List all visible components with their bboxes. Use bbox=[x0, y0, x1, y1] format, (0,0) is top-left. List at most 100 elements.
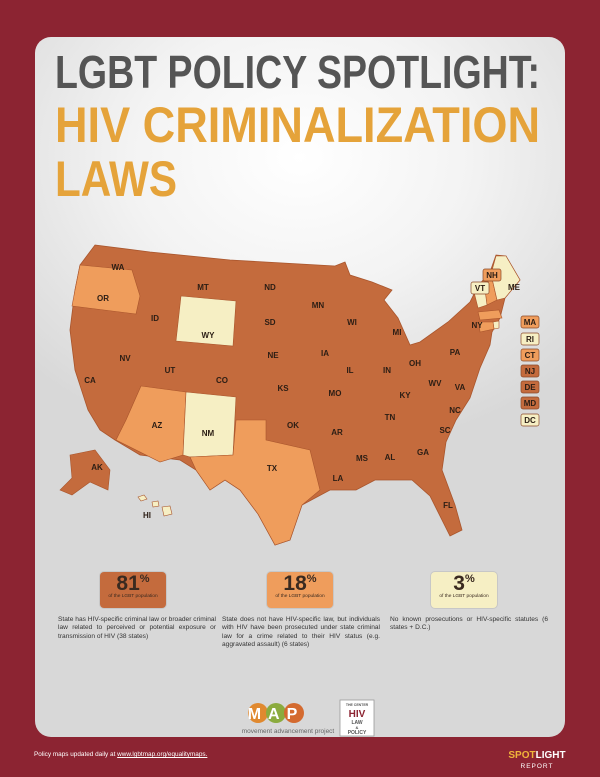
state-label: NV bbox=[119, 354, 131, 363]
state-shape bbox=[477, 309, 503, 321]
state-label: IN bbox=[383, 366, 391, 375]
state-label: PA bbox=[450, 348, 461, 357]
legend-number: 18 bbox=[283, 572, 307, 595]
legend-sign: % bbox=[306, 573, 317, 585]
state-label: OR bbox=[97, 294, 109, 303]
logo-circle bbox=[248, 703, 268, 723]
center-logo-line: LAW bbox=[351, 720, 362, 726]
badge-light: LIGHT bbox=[536, 750, 566, 761]
legend-figure: 18% bbox=[267, 572, 333, 596]
legend-description: State does not have HIV-specific law, bu… bbox=[222, 616, 380, 649]
state-label: HI bbox=[143, 511, 151, 520]
title-line: LAWS bbox=[55, 151, 177, 207]
state-label: ME bbox=[508, 283, 521, 292]
badge-title: SPOTLIGHT bbox=[508, 750, 565, 761]
state-label: IA bbox=[321, 349, 329, 358]
state-label: CT bbox=[525, 351, 536, 360]
center-logo-line: HIV bbox=[349, 709, 366, 720]
state-label: UT bbox=[165, 366, 176, 375]
state-box bbox=[520, 364, 540, 378]
state-label: NE bbox=[267, 351, 279, 360]
state-label: NM bbox=[202, 429, 215, 438]
center-logo-line: POLICY bbox=[348, 730, 367, 736]
state-label: RI bbox=[526, 335, 534, 344]
state-label: CA bbox=[84, 376, 96, 385]
state-label: TX bbox=[267, 464, 278, 473]
legend-sign: % bbox=[139, 573, 150, 585]
state-label: IL bbox=[346, 366, 353, 375]
state-label: MO bbox=[329, 389, 342, 398]
state-label: WI bbox=[347, 318, 357, 327]
state-box bbox=[520, 348, 540, 362]
state-box bbox=[520, 380, 540, 394]
state-label: NJ bbox=[525, 367, 535, 376]
state-label: OK bbox=[287, 421, 299, 430]
legend-number: 81 bbox=[116, 572, 140, 595]
footer-link[interactable]: www.lgbtmap.org/equalitymaps. bbox=[117, 751, 208, 758]
state-shape bbox=[182, 391, 237, 458]
state-label: OH bbox=[409, 359, 421, 368]
state-label: MA bbox=[524, 318, 537, 327]
state-box bbox=[470, 281, 490, 295]
logos: MAP movement advancement project THE CENTE… bbox=[242, 699, 566, 770]
legend-box: 18% of the LGBT population bbox=[267, 572, 333, 608]
state-label: DE bbox=[524, 383, 536, 392]
legend-caption: of the LGBT population bbox=[439, 594, 489, 599]
state-label: WV bbox=[429, 379, 443, 388]
legend-box: 81% of the LGBT population bbox=[100, 572, 166, 608]
legend-figure: 81% bbox=[100, 572, 166, 596]
state-label: NY bbox=[471, 321, 483, 330]
logo-name: movement advancement project bbox=[242, 728, 335, 735]
state-label: MI bbox=[393, 328, 402, 337]
state-label: WY bbox=[202, 331, 216, 340]
state-label: WA bbox=[112, 263, 125, 272]
logo-letters: MAP bbox=[248, 706, 305, 723]
state-label: LA bbox=[333, 474, 344, 483]
legend-description: State has HIV-specific criminal law or b… bbox=[58, 616, 216, 640]
legend-caption: of the LGBT population bbox=[108, 594, 158, 599]
center-logo-line: THE CENTER bbox=[346, 703, 369, 707]
state-box bbox=[520, 413, 540, 427]
logo-circle bbox=[266, 703, 286, 723]
state-shape bbox=[478, 321, 495, 333]
state-label: AK bbox=[91, 463, 103, 472]
center-logo-line: & bbox=[356, 725, 359, 730]
legend-figure: 3% bbox=[431, 572, 497, 596]
map: WA OR ID MT WY ND SD NE CO UT NV CA AZ NM TX OK KS MN IA MO… bbox=[59, 244, 540, 546]
state-label: AR bbox=[331, 428, 343, 437]
legend-caption: of the LGBT population bbox=[275, 594, 325, 599]
state-box bbox=[520, 315, 540, 329]
state-shape bbox=[137, 494, 173, 517]
state-label: CO bbox=[216, 376, 228, 385]
state-label: MS bbox=[356, 454, 369, 463]
state-label: ND bbox=[264, 283, 276, 292]
state-box bbox=[520, 332, 540, 346]
badge-spot: SPOT bbox=[508, 750, 535, 761]
legend-sign: % bbox=[464, 573, 475, 585]
title-line: HIV CRIMINALIZATION bbox=[55, 97, 540, 153]
state-label: NH bbox=[486, 271, 498, 280]
legend-description: No known prosecutions or HIV-specific st… bbox=[390, 616, 548, 632]
state-shape bbox=[59, 449, 111, 496]
state-label: DC bbox=[524, 416, 536, 425]
state-label: KS bbox=[277, 384, 289, 393]
state-label: KY bbox=[399, 391, 411, 400]
legend-number: 3 bbox=[453, 572, 465, 595]
state-label: GA bbox=[417, 448, 429, 457]
state-label: VA bbox=[455, 383, 466, 392]
footer-text: Policy maps updated daily at bbox=[34, 751, 116, 758]
state-label: TN bbox=[385, 413, 396, 422]
footer: Policy maps updated daily at www.lgbtmap… bbox=[34, 751, 207, 758]
legend-box: 3% of the LGBT population bbox=[431, 572, 497, 608]
state-label: AL bbox=[385, 453, 396, 462]
state-label: VT bbox=[475, 284, 485, 293]
state-shape bbox=[175, 295, 237, 347]
state-label: NC bbox=[449, 406, 461, 415]
state-shape bbox=[189, 419, 321, 546]
logo-circle bbox=[284, 703, 304, 723]
state-label: MN bbox=[312, 301, 325, 310]
state-box bbox=[520, 396, 540, 410]
state-label: MT bbox=[197, 283, 209, 292]
